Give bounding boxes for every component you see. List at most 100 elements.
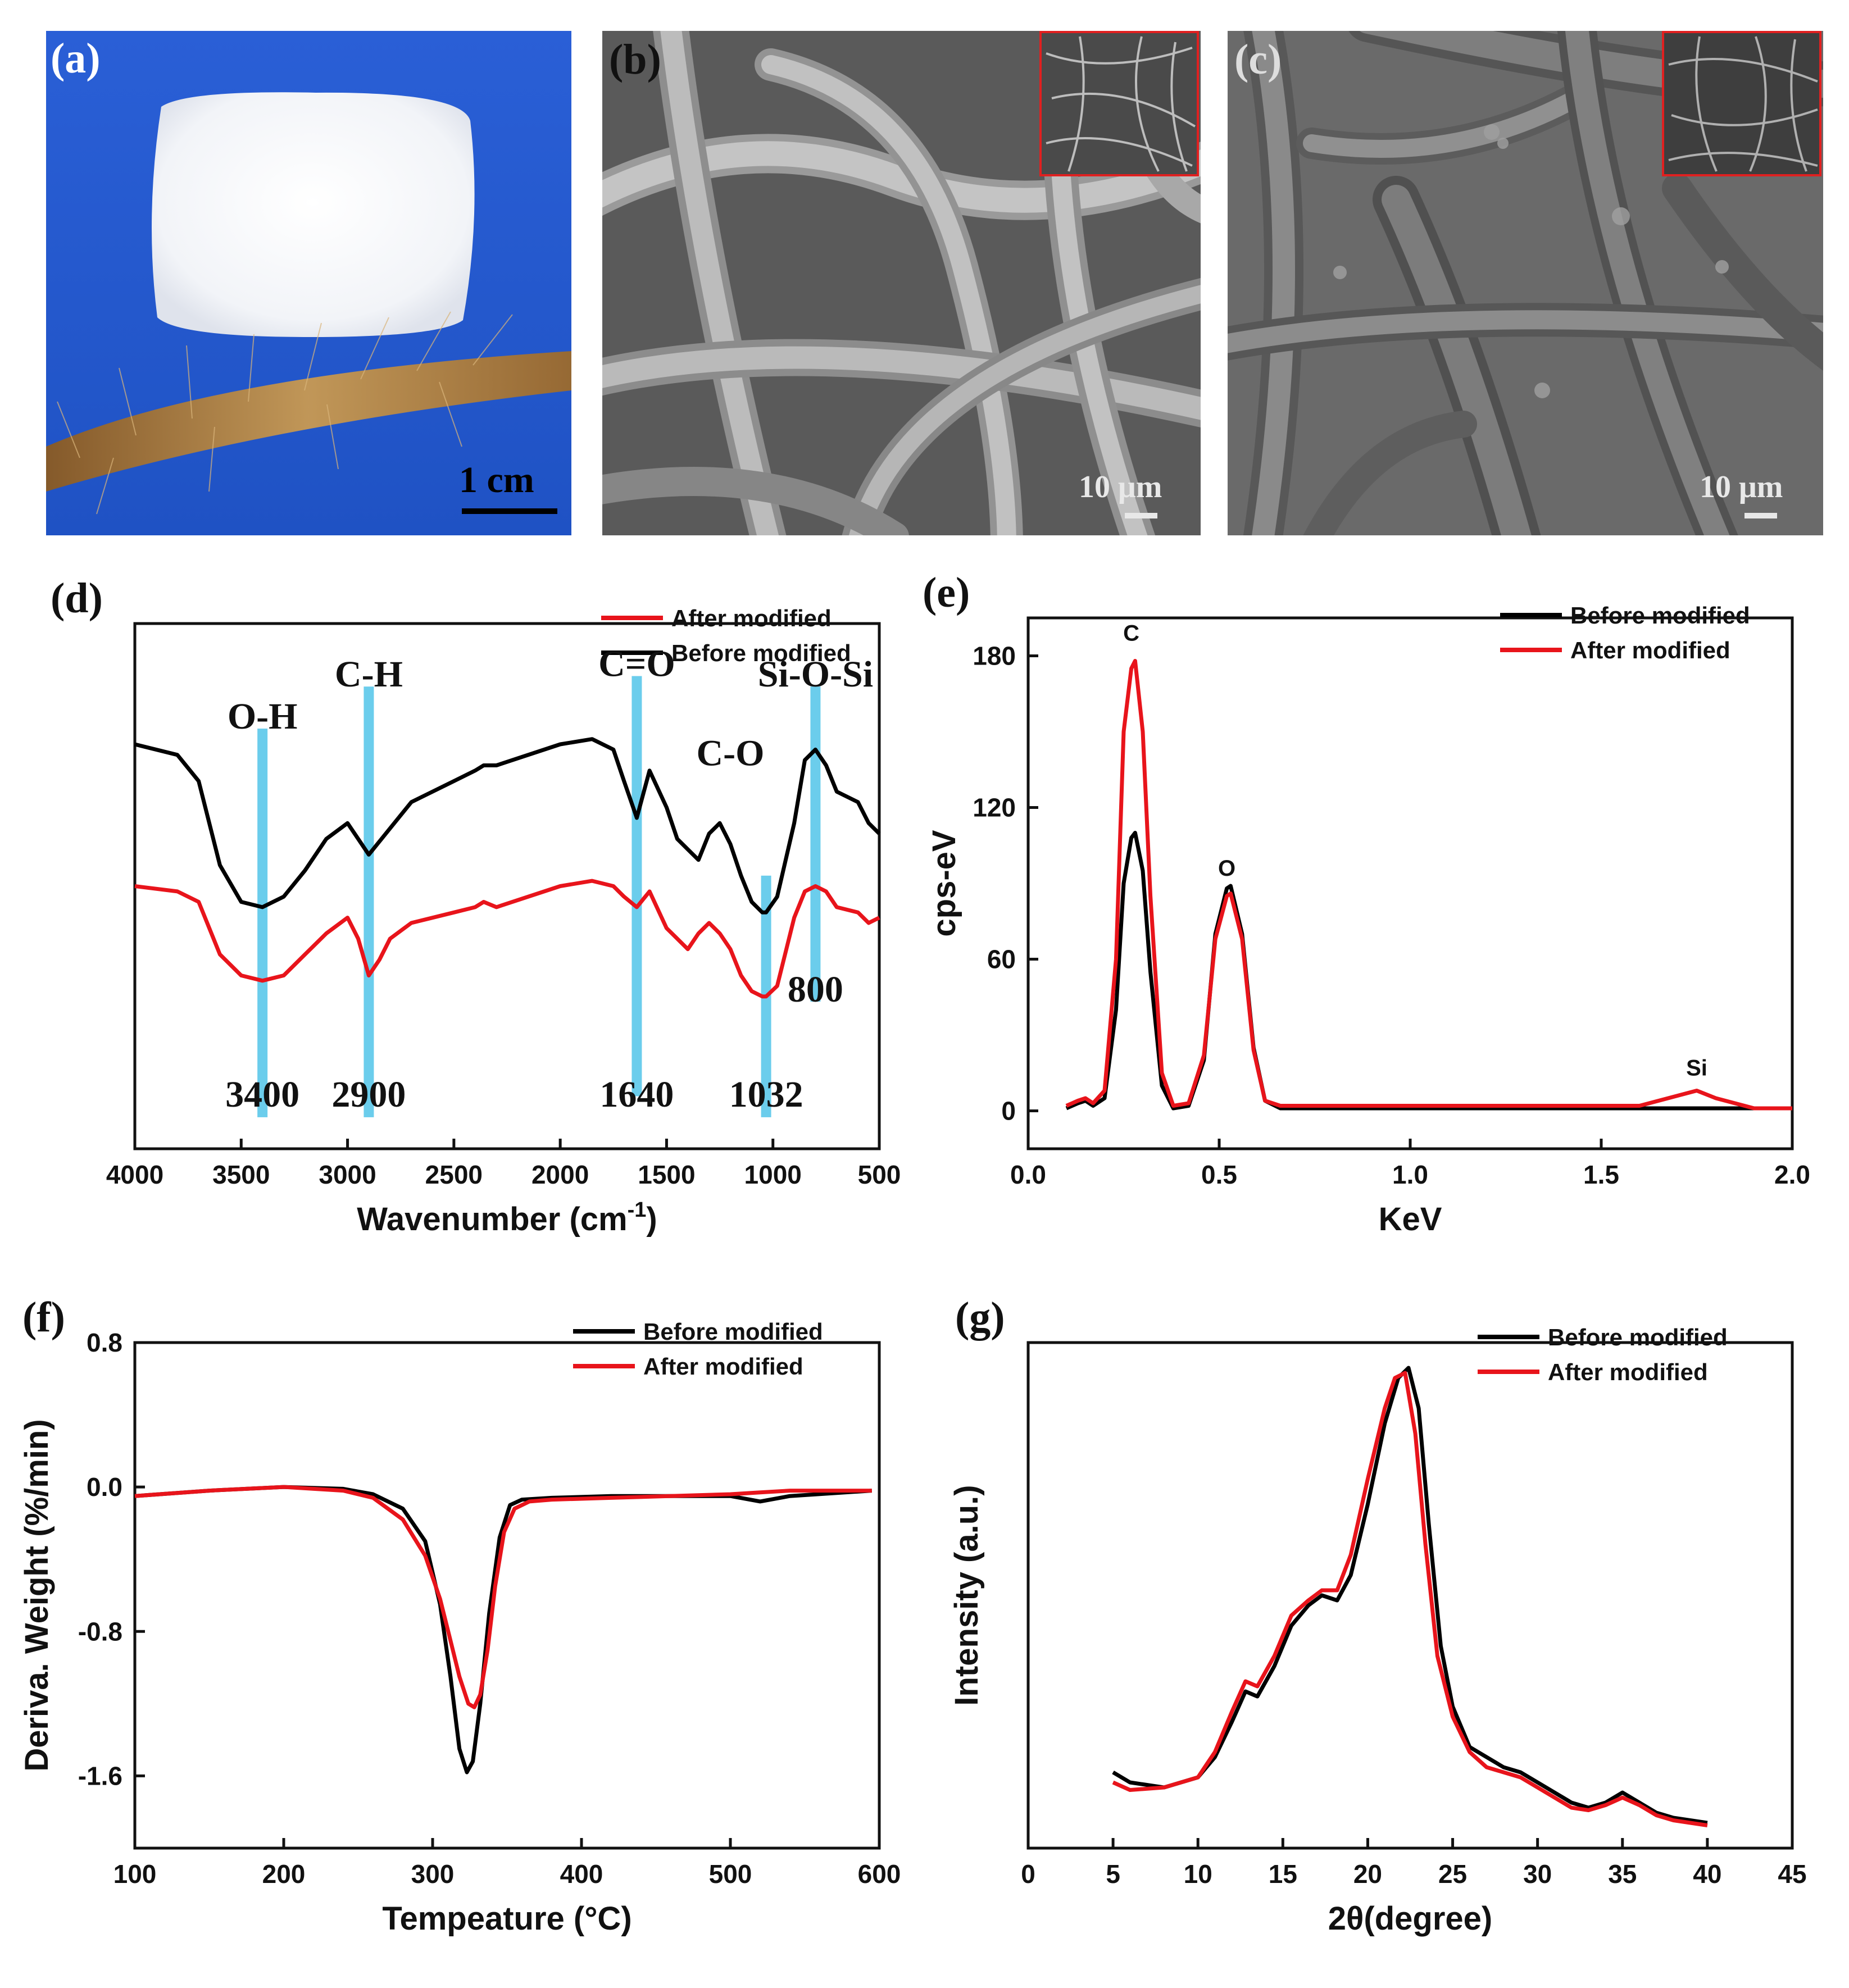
eds-chart: (e) 0.0 0.5 1.0 1.5 2.0 0 60 120 180 KeV cps-eV Befo… xyxy=(923,569,1810,1238)
legend-label: Before modified xyxy=(643,1318,823,1345)
sem-panel-b: (b) 10 μm xyxy=(602,31,1201,535)
x-tick-label: 3500 xyxy=(212,1160,270,1189)
series-line-before-modified xyxy=(1065,831,1792,1111)
scale-bar-label-a: 1 cm xyxy=(459,460,534,501)
x-tick-label: 1.0 xyxy=(1392,1160,1428,1189)
x-tick-label: 1.5 xyxy=(1583,1160,1619,1189)
x-tick-label: 35 xyxy=(1608,1859,1637,1889)
x-tick-label: 300 xyxy=(411,1859,455,1889)
y-tick-label: 0 xyxy=(1001,1097,1016,1126)
element-peak-label: C xyxy=(1123,621,1139,646)
peak-annotation: 3400 xyxy=(225,1074,299,1115)
panel-label-c: (c) xyxy=(1234,36,1282,83)
element-peak-label: O xyxy=(1218,856,1235,881)
x-tick-label: 5 xyxy=(1106,1859,1120,1889)
peak-annotation: 2900 xyxy=(331,1074,406,1115)
panel-label-b: (b) xyxy=(609,36,661,83)
x-tick-label: 3000 xyxy=(319,1160,376,1189)
series-line-before-modified xyxy=(1112,1366,1708,1825)
panel-label-a: (a) xyxy=(51,35,101,82)
x-tick-label: 0 xyxy=(1021,1859,1035,1889)
series-line-after-modified xyxy=(134,1485,872,1709)
peak-annotation: 800 xyxy=(788,969,843,1010)
sem-image-before xyxy=(602,31,1201,535)
panel-label: (g) xyxy=(955,1294,1005,1341)
x-tick-label: 1500 xyxy=(638,1160,695,1189)
peak-annotation: 1640 xyxy=(599,1074,674,1115)
absorption-band-marker xyxy=(632,676,642,1097)
legend-label: After modified xyxy=(671,605,832,631)
x-tick-label: 0.5 xyxy=(1201,1160,1237,1189)
x-tick-label: 30 xyxy=(1523,1859,1552,1889)
x-tick-label: 500 xyxy=(858,1160,901,1189)
peak-annotation: C-O xyxy=(697,733,765,774)
peak-annotation: C-H xyxy=(335,654,403,695)
scale-bar-label-b: 10 μm xyxy=(1079,470,1162,504)
scale-bar-label-c: 10 μm xyxy=(1700,470,1783,504)
x-tick-label: 40 xyxy=(1693,1859,1721,1889)
peak-annotation: 1032 xyxy=(729,1074,803,1115)
x-tick-label: 100 xyxy=(113,1859,157,1889)
peak-annotation: C=O xyxy=(598,644,675,685)
y-tick-label: 60 xyxy=(987,945,1016,974)
legend-label: After modified xyxy=(1548,1359,1708,1385)
legend-label: After modified xyxy=(1570,637,1730,663)
cotton-aerogel-photo xyxy=(46,31,571,535)
x-tick-label: 25 xyxy=(1438,1859,1467,1889)
legend-label: Before modified xyxy=(1548,1324,1728,1350)
x-tick-label: 200 xyxy=(262,1859,306,1889)
x-tick-label: 2.0 xyxy=(1774,1160,1810,1189)
x-tick-label: 2500 xyxy=(425,1160,483,1189)
sem-panel-c: (c) 10 μm xyxy=(1228,31,1823,535)
y-tick-label: 180 xyxy=(973,642,1016,671)
panel-label: (d) xyxy=(51,575,103,622)
series-line-after-modified xyxy=(1065,659,1792,1111)
y-tick-label: -0.8 xyxy=(78,1617,122,1646)
x-tick-label: 4000 xyxy=(106,1160,163,1189)
absorption-band-marker xyxy=(810,686,821,1002)
x-axis-title: 2θ(degree) xyxy=(1328,1900,1492,1937)
legend-label: Before modified xyxy=(1570,602,1750,629)
series-line-before-modified xyxy=(134,737,881,915)
panel-label: (f) xyxy=(22,1294,65,1341)
ftir-chart: (d) 4000 3500 3000 2500 2000 1500 1000 500 Wavenu… xyxy=(51,575,901,1238)
x-tick-label: 600 xyxy=(858,1859,901,1889)
x-tick-label: 500 xyxy=(709,1859,752,1889)
absorption-band-marker xyxy=(364,686,374,1117)
photo-panel-a: (a) 1 cm xyxy=(46,31,571,535)
sem-image-after xyxy=(1228,31,1823,535)
element-peak-label: Si xyxy=(1686,1056,1707,1081)
absorption-band-marker xyxy=(257,729,268,1117)
x-axis-title-superscript: -1 xyxy=(628,1198,647,1222)
series-line-after-modified xyxy=(134,879,880,999)
x-tick-label: 400 xyxy=(560,1859,603,1889)
x-tick-label: 45 xyxy=(1778,1859,1806,1889)
y-axis-title: cps-eV xyxy=(926,830,962,937)
x-tick-label: 2000 xyxy=(531,1160,589,1189)
x-axis-title: Tempeature (°C) xyxy=(382,1900,632,1937)
x-tick-label: 15 xyxy=(1269,1859,1297,1889)
plot-frame xyxy=(1026,1341,1794,1850)
y-tick-label: -1.6 xyxy=(78,1761,122,1790)
x-tick-label: 10 xyxy=(1184,1859,1212,1889)
y-axis-title: Intensity (a.u.) xyxy=(948,1485,985,1705)
x-tick-label: 0.0 xyxy=(1010,1160,1046,1189)
plot-frame xyxy=(133,1341,881,1850)
legend-label: Before modified xyxy=(671,640,851,666)
x-axis-title: KeV xyxy=(1379,1201,1442,1238)
x-axis-title-tail: ) xyxy=(646,1201,657,1238)
dtg-chart: (f) 100 200 300 400 500 600 0.8 0.0 -0.8 -1.6 Tempe… xyxy=(19,1294,901,1937)
y-tick-label: 120 xyxy=(973,793,1016,822)
peak-annotation: Si-O-Si xyxy=(758,654,873,695)
x-tick-label: 1000 xyxy=(744,1160,802,1189)
xrd-chart: (g) 0 5 10 15 20 25 30 35 40 45 2θ(degree) Intensity… xyxy=(948,1294,1807,1937)
y-tick-label: 0.8 xyxy=(87,1328,122,1357)
panel-label: (e) xyxy=(923,569,970,616)
y-axis-title: Deriva. Weight (%/min) xyxy=(19,1419,55,1771)
series-line-after-modified xyxy=(1112,1371,1708,1827)
y-tick-label: 0.0 xyxy=(87,1472,122,1502)
peak-annotation: O-H xyxy=(228,696,298,737)
x-axis-title: Wavenumber (cm-1) xyxy=(357,1198,657,1238)
legend-label: After modified xyxy=(643,1353,803,1380)
x-tick-label: 20 xyxy=(1353,1859,1382,1889)
